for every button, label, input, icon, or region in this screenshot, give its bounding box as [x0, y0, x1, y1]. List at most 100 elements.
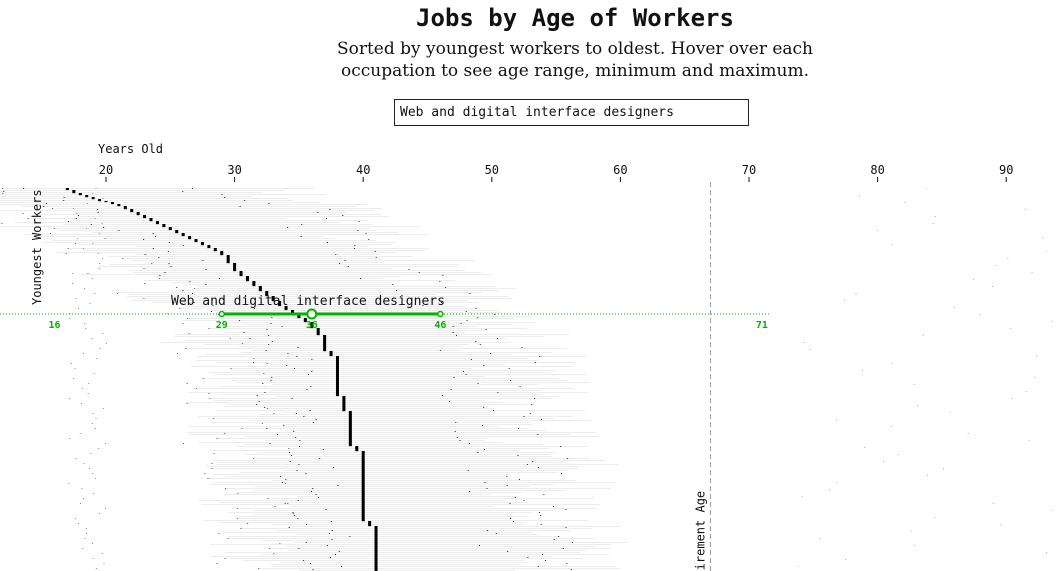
min-mark: [258, 568, 260, 569]
median-mark: [361, 502, 365, 504]
quartile-mark: [326, 242, 328, 243]
median-mark: [252, 282, 256, 284]
axis-labels: Years Old Youngest Workers: [30, 142, 163, 305]
quartile-mark: [537, 434, 539, 435]
median-mark: [361, 454, 365, 456]
quartile-mark: [284, 503, 286, 504]
quartile-mark: [468, 443, 470, 444]
median-mark: [348, 444, 352, 446]
median-mark: [335, 378, 339, 380]
quartile-mark: [392, 284, 394, 285]
quartile-mark: [155, 236, 157, 237]
outlier-mark: [891, 363, 893, 364]
highlighted-occupation[interactable]: Web and digital interface designers 16 29 3…: [0, 294, 770, 331]
quartile-mark: [494, 314, 496, 315]
quartile-mark: [168, 263, 170, 264]
median-mark: [323, 347, 327, 349]
quartile-mark: [189, 281, 191, 282]
outlier-mark: [862, 370, 864, 371]
outlier-mark: [85, 528, 87, 529]
quartile-mark: [318, 497, 320, 498]
quartile-mark: [490, 353, 492, 354]
median-mark: [361, 499, 365, 501]
quartile-mark: [144, 254, 146, 255]
median-mark: [316, 330, 320, 332]
outlier-mark: [96, 358, 98, 359]
median-mark: [374, 556, 378, 558]
highlight-value-label: 46: [434, 320, 446, 331]
median-mark: [361, 485, 365, 487]
median-mark: [278, 305, 282, 307]
median-mark: [78, 194, 82, 196]
median-mark: [361, 462, 365, 464]
outlier-mark: [95, 418, 97, 419]
median-mark: [91, 197, 95, 199]
quartile-mark: [293, 431, 295, 432]
outlier-mark: [1036, 356, 1038, 357]
median-mark: [361, 477, 365, 479]
median-mark: [239, 275, 243, 277]
quartile-mark: [519, 386, 521, 387]
median-mark: [213, 248, 217, 250]
outlier-mark: [809, 349, 811, 350]
median-mark: [368, 522, 372, 524]
outlier-mark: [864, 447, 866, 448]
outlier-mark: [92, 543, 94, 544]
outlier-mark: [99, 348, 101, 349]
median-mark: [374, 543, 378, 545]
median-mark: [361, 478, 365, 480]
outlier-mark: [1000, 524, 1002, 525]
median-mark: [335, 380, 339, 382]
outlier-mark: [1045, 552, 1047, 553]
median-mark: [348, 432, 352, 434]
outlier-mark: [80, 503, 82, 504]
median-mark: [78, 193, 82, 195]
quartile-mark: [395, 290, 397, 291]
quartile-mark: [344, 260, 346, 261]
quartile-mark: [277, 434, 279, 435]
outlier-mark: [72, 283, 74, 284]
median-mark: [361, 504, 365, 506]
median-mark: [245, 279, 249, 281]
median-mark: [233, 263, 237, 265]
outlier-mark: [994, 265, 996, 266]
outlier-mark: [836, 482, 838, 483]
quartile-mark: [152, 233, 154, 234]
median-mark: [374, 538, 378, 540]
quartile-mark: [477, 317, 479, 318]
outlier-mark: [76, 238, 78, 239]
quartile-mark: [334, 554, 336, 555]
median-mark: [342, 402, 346, 404]
quartile-mark: [299, 446, 301, 447]
quartile-mark: [507, 551, 509, 552]
median-mark: [374, 545, 378, 547]
median-mark: [233, 270, 237, 272]
median-mark: [361, 501, 365, 503]
quartile-mark: [562, 548, 564, 549]
quartile-mark: [193, 302, 195, 303]
quartile-mark: [510, 518, 512, 519]
median-mark: [374, 544, 378, 546]
outlier-mark: [855, 293, 857, 294]
median-mark: [149, 218, 153, 220]
median-mark: [265, 294, 269, 296]
outlier-mark: [81, 388, 83, 389]
quartile-mark: [280, 476, 282, 477]
quartile-mark: [158, 257, 160, 258]
median-mark: [335, 389, 339, 391]
median-mark: [323, 346, 327, 348]
median-mark: [374, 547, 378, 549]
quartile-mark: [258, 401, 260, 402]
median-mark: [233, 264, 237, 266]
median-mark: [355, 450, 359, 452]
outlier-mark: [86, 203, 88, 204]
occupation-search-input[interactable]: [394, 99, 749, 126]
median-mark: [233, 265, 237, 267]
quartile-mark: [565, 509, 567, 510]
median-mark: [361, 494, 365, 496]
median-mark: [265, 292, 269, 294]
quartile-mark: [297, 500, 299, 501]
quartile-mark: [441, 395, 443, 396]
median-mark: [329, 353, 333, 355]
